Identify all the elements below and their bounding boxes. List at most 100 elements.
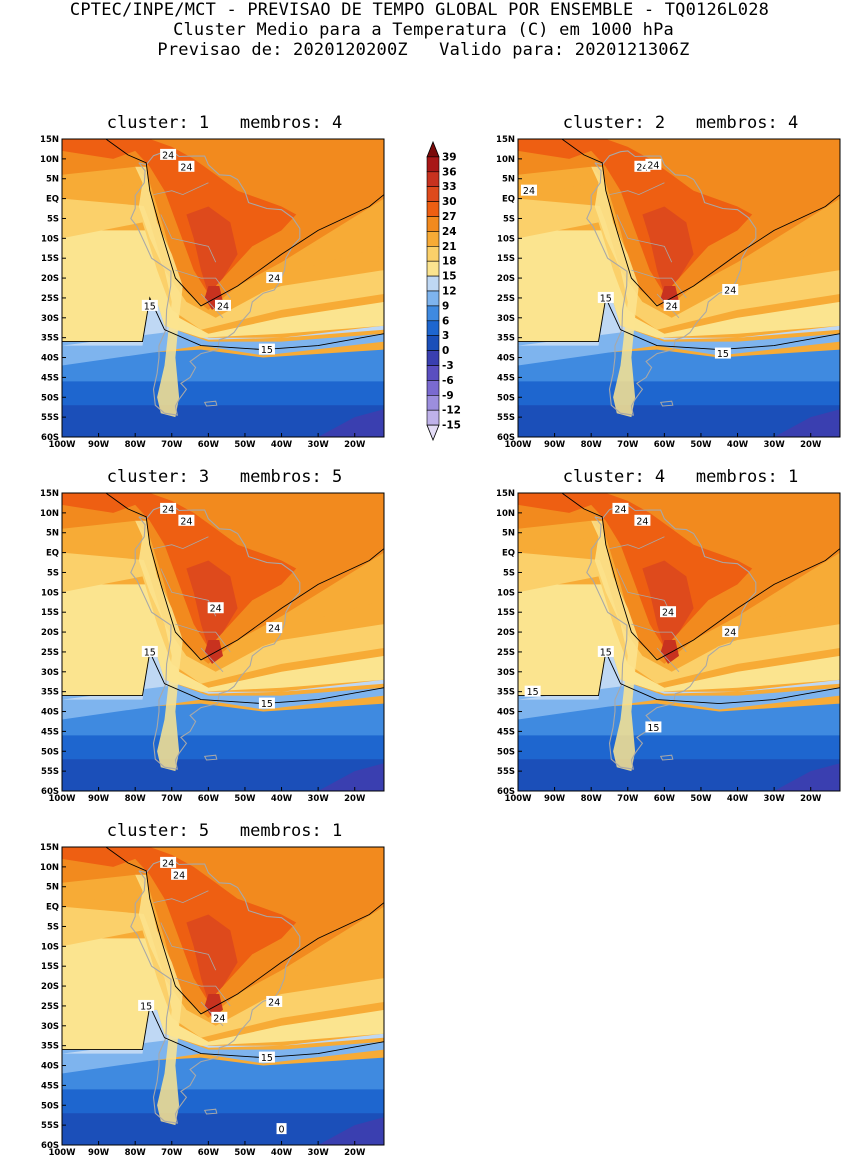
- colorbar-label: 39: [442, 151, 457, 163]
- latitude-label: 40S: [41, 354, 59, 364]
- map-frame: [61, 846, 385, 1146]
- colorbar-swatch: [426, 365, 440, 381]
- latitude-label: 50S: [41, 747, 59, 757]
- latitude-label: 55S: [497, 413, 515, 423]
- longitude-label: 90W: [544, 440, 566, 450]
- contour-label: 24: [724, 628, 736, 639]
- latitude-label: 15N: [496, 489, 515, 499]
- contour-label: 0: [279, 1125, 285, 1136]
- latitude-label: 55S: [497, 767, 515, 777]
- latitude-label: 15N: [496, 135, 515, 145]
- contour-label-box: [178, 514, 195, 526]
- longitude-label: 40W: [727, 794, 749, 804]
- cold-band: [774, 409, 840, 437]
- contour-label: 24: [180, 516, 192, 527]
- contour-label: 15: [717, 349, 729, 360]
- longitude-label: 90W: [544, 794, 566, 804]
- colorbar-label: 27: [442, 211, 457, 223]
- country-border: [616, 214, 673, 263]
- latitude-label: 60S: [41, 433, 59, 443]
- latitude-label: 60S: [41, 787, 59, 797]
- temperature-band: [62, 230, 384, 342]
- cold-band: [318, 1117, 384, 1145]
- colorbar-label: 24: [442, 226, 457, 238]
- temperature-band: [518, 552, 840, 684]
- longitude-label: 20W: [800, 794, 822, 804]
- contour-label: 15: [261, 1053, 273, 1064]
- temperature-band: [62, 655, 384, 720]
- colorbar-label: -12: [442, 405, 461, 417]
- contour-label: 24: [724, 285, 736, 296]
- contour-line-15: [62, 650, 384, 705]
- temperature-band: [62, 493, 297, 648]
- latitude-label: 25S: [41, 1002, 59, 1012]
- latitude-label: EQ: [46, 549, 59, 559]
- country-border: [153, 890, 209, 904]
- contour-label-box: [138, 999, 155, 1011]
- country-border: [160, 214, 217, 263]
- contour-label-box: [258, 343, 275, 355]
- colorbar-swatch: [426, 260, 440, 277]
- latitude-label: 15S: [41, 962, 59, 972]
- panel-title: cluster: 5 membros: 1: [106, 821, 343, 841]
- latitude-label: 35S: [497, 688, 515, 698]
- latitude-label: 5N: [502, 175, 515, 185]
- latitude-label: 20S: [497, 628, 515, 638]
- longitude-label: 50W: [690, 440, 712, 450]
- latitude-label: 35S: [497, 334, 515, 344]
- andes-cool-band: [135, 874, 183, 1126]
- longitude-label: 40W: [727, 440, 749, 450]
- contour-line-24: [105, 847, 384, 1015]
- colorbar-label: 18: [442, 256, 457, 268]
- map-panel-cluster-3: cluster: 3 membros: 5 24 24 24 24 15 15 15N 10N…: [40, 467, 387, 813]
- longitude-label: 100W: [48, 440, 76, 450]
- contour-label: 24: [666, 301, 678, 312]
- temperature-band: [642, 206, 694, 294]
- latitude-label: 55S: [41, 413, 59, 423]
- temperature-band: [62, 847, 297, 1002]
- temperature-map: 24 24 24 24 15 15 15N 10N 5N EQ 5S 10S 15S 20S 25S 30S 3…: [40, 489, 385, 804]
- latitude-label: 15S: [497, 254, 515, 264]
- temperature-band: [62, 349, 384, 382]
- colorbar-swatch: [426, 156, 440, 173]
- contour-label-box: [663, 299, 680, 311]
- contour-label-box: [207, 602, 224, 614]
- latitude-label: 5N: [46, 175, 59, 185]
- longitude-label: 30W: [308, 794, 330, 804]
- latitude-label: 60S: [41, 1141, 59, 1151]
- longitude-label: 100W: [48, 1148, 76, 1158]
- map-panel-cluster-5: cluster: 5 membros: 1 24 24 24 24 15 15 0 15N 10…: [40, 821, 387, 1167]
- longitude-label: 60W: [198, 794, 220, 804]
- contour-label-box: [660, 606, 677, 618]
- contour-label: 24: [162, 150, 174, 161]
- header-line-3: Previsao de: 2020120200Z Valido para: 20…: [157, 40, 690, 60]
- latitude-label: 5S: [503, 214, 515, 224]
- longitude-label: 60W: [654, 794, 676, 804]
- colorbar-arrow-bottom: [426, 424, 440, 442]
- longitude-label: 20W: [344, 1148, 366, 1158]
- contour-label-box: [258, 697, 275, 709]
- country-border: [656, 647, 680, 673]
- temperature-band: [62, 1009, 384, 1074]
- longitude-label: 80W: [581, 440, 603, 450]
- country-border: [609, 536, 665, 550]
- contour-label: 24: [662, 608, 674, 619]
- country-border: [160, 922, 217, 971]
- latitude-label: 20S: [41, 274, 59, 284]
- contour-line-24: [105, 493, 384, 661]
- latitude-label: 60S: [497, 787, 515, 797]
- latitude-label: 10N: [40, 509, 59, 519]
- latitude-label: 50S: [497, 747, 515, 757]
- coastline: [130, 150, 301, 416]
- contour-label: 24: [636, 516, 648, 527]
- contour-label: 24: [268, 274, 280, 285]
- contour-label-box: [714, 347, 731, 359]
- colorbar-label: 3: [442, 330, 449, 342]
- country-border: [609, 182, 665, 196]
- latitude-label: 15N: [40, 843, 59, 853]
- contour-label-box: [612, 502, 629, 514]
- temperature-band: [518, 703, 840, 736]
- latitude-label: 10N: [40, 155, 59, 165]
- andes-cool-band: [135, 520, 183, 772]
- contour-line-24: [105, 139, 384, 307]
